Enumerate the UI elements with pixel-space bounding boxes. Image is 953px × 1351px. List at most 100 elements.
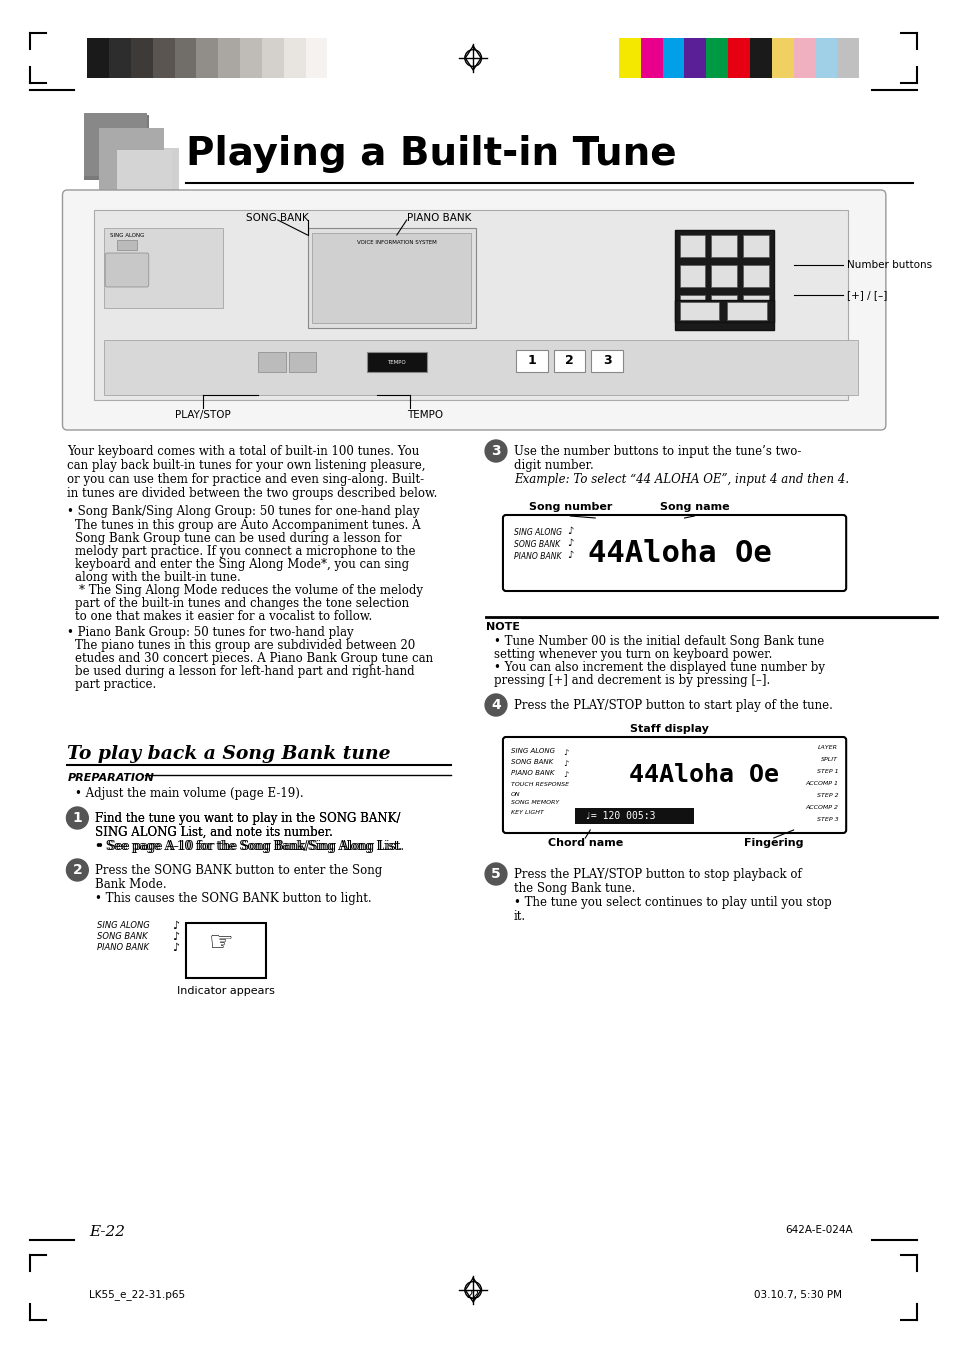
Text: STEP 1: STEP 1 xyxy=(816,769,838,774)
Text: 1: 1 xyxy=(72,811,82,825)
Text: Example: To select “44 ALOHA OE”, input 4 and then 4.: Example: To select “44 ALOHA OE”, input … xyxy=(514,473,848,486)
Text: Indicator appears: Indicator appears xyxy=(177,986,274,996)
Text: 3: 3 xyxy=(602,354,611,367)
Bar xyxy=(152,38,174,78)
Text: Press the SONG BANK button to enter the Song: Press the SONG BANK button to enter the … xyxy=(95,865,382,877)
Bar xyxy=(726,303,766,320)
Bar xyxy=(99,130,164,195)
Text: SING ALONG List, and note its number.: SING ALONG List, and note its number. xyxy=(95,825,333,839)
Text: 1: 1 xyxy=(527,354,536,367)
Bar xyxy=(94,209,847,400)
Bar xyxy=(705,38,727,78)
Text: LAYER: LAYER xyxy=(818,744,838,750)
Bar xyxy=(793,38,815,78)
Text: The tunes in this group are Auto Accompaniment tunes. A: The tunes in this group are Auto Accompa… xyxy=(75,519,420,532)
Bar xyxy=(742,295,768,317)
Text: PIANO BANK: PIANO BANK xyxy=(514,553,560,561)
Text: PIANO BANK: PIANO BANK xyxy=(97,943,149,952)
Bar xyxy=(257,353,285,372)
Bar xyxy=(327,38,349,78)
Text: Chord name: Chord name xyxy=(547,838,622,848)
Bar xyxy=(84,115,149,180)
Text: PREPARATION: PREPARATION xyxy=(68,773,154,784)
Text: ♪: ♪ xyxy=(563,748,568,757)
Bar xyxy=(114,149,178,213)
Text: • See page A-10 for the Song Bank/Sing Along List.: • See page A-10 for the Song Bank/Sing A… xyxy=(95,840,402,852)
Text: keyboard and enter the Sing Along Mode*, you can sing: keyboard and enter the Sing Along Mode*,… xyxy=(75,558,409,571)
Text: SONG BANK: SONG BANK xyxy=(511,759,553,765)
Text: [+] / [–]: [+] / [–] xyxy=(846,290,886,300)
Text: SONG MEMORY: SONG MEMORY xyxy=(511,800,558,805)
Text: • Song Bank/Sing Along Group: 50 tunes for one-hand play: • Song Bank/Sing Along Group: 50 tunes f… xyxy=(68,505,419,517)
Text: ♪: ♪ xyxy=(567,550,573,561)
Text: SING ALONG: SING ALONG xyxy=(97,921,150,929)
Text: it.: it. xyxy=(514,911,525,923)
Text: Song name: Song name xyxy=(659,503,728,512)
Text: SONG BANK: SONG BANK xyxy=(514,540,559,549)
Text: VOICE INFORMATION SYSTEM: VOICE INFORMATION SYSTEM xyxy=(356,240,436,245)
Bar xyxy=(742,235,768,257)
Circle shape xyxy=(67,807,89,830)
Text: TEMPO: TEMPO xyxy=(387,359,406,365)
Text: 3: 3 xyxy=(491,444,500,458)
Bar xyxy=(662,38,683,78)
Text: SONG BANK: SONG BANK xyxy=(97,932,148,942)
Text: SING ALONG: SING ALONG xyxy=(514,528,561,536)
Circle shape xyxy=(484,694,506,716)
Text: the Song Bank tune.: the Song Bank tune. xyxy=(514,882,635,894)
Bar xyxy=(104,340,857,394)
Text: LK55_e_22-31.p65: LK55_e_22-31.p65 xyxy=(90,1290,185,1301)
Text: setting whenever you turn on keyboard power.: setting whenever you turn on keyboard po… xyxy=(494,648,772,661)
Text: E-22: E-22 xyxy=(90,1225,125,1239)
Bar xyxy=(174,38,196,78)
Circle shape xyxy=(484,440,506,462)
Bar xyxy=(575,808,694,824)
Text: ACCOMP 1: ACCOMP 1 xyxy=(804,781,838,786)
Bar xyxy=(742,265,768,286)
FancyBboxPatch shape xyxy=(105,253,149,286)
FancyBboxPatch shape xyxy=(63,190,885,430)
Bar xyxy=(305,38,327,78)
Bar xyxy=(186,923,266,978)
Bar xyxy=(771,38,793,78)
Bar xyxy=(196,38,218,78)
Text: Your keyboard comes with a total of built-in 100 tunes. You: Your keyboard comes with a total of buil… xyxy=(68,444,419,458)
Text: Staff display: Staff display xyxy=(630,724,708,734)
Text: be used during a lesson for left-hand part and right-hand: be used during a lesson for left-hand pa… xyxy=(75,665,415,678)
Text: • The tune you select continues to play until you stop: • The tune you select continues to play … xyxy=(514,896,831,909)
Text: Song number: Song number xyxy=(528,503,612,512)
Text: ACCOMP 2: ACCOMP 2 xyxy=(804,805,838,811)
Text: SONG BANK: SONG BANK xyxy=(246,213,309,223)
Text: part of the built-in tunes and changes the tone selection: part of the built-in tunes and changes t… xyxy=(75,597,409,611)
Text: • This causes the SONG BANK button to light.: • This causes the SONG BANK button to li… xyxy=(95,892,372,905)
Text: * The Sing Along Mode reduces the volume of the melody: * The Sing Along Mode reduces the volume… xyxy=(79,584,423,597)
Bar xyxy=(711,265,737,286)
Text: ♪: ♪ xyxy=(172,921,178,931)
Text: Press the PLAY/STOP button to stop playback of: Press the PLAY/STOP button to stop playb… xyxy=(514,867,801,881)
Text: 5: 5 xyxy=(491,867,500,881)
Bar xyxy=(591,350,622,372)
Bar xyxy=(815,38,837,78)
FancyBboxPatch shape xyxy=(502,738,845,834)
Text: Use the number buttons to input the tune’s two-: Use the number buttons to input the tune… xyxy=(514,444,801,458)
Text: NOTE: NOTE xyxy=(486,621,519,632)
Bar xyxy=(218,38,240,78)
Text: ♩= 120 005:3: ♩= 120 005:3 xyxy=(585,811,655,821)
Text: melody part practice. If you connect a microphone to the: melody part practice. If you connect a m… xyxy=(75,544,416,558)
Text: Find the tune you want to play in the SONG BANK/: Find the tune you want to play in the SO… xyxy=(95,812,400,825)
Bar xyxy=(679,303,719,320)
Text: • Tune Number 00 is the initial default Song Bank tune: • Tune Number 00 is the initial default … xyxy=(494,635,823,648)
Text: • Piano Bank Group: 50 tunes for two-hand play: • Piano Bank Group: 50 tunes for two-han… xyxy=(68,626,354,639)
Text: etudes and 30 concert pieces. A Piano Bank Group tune can: etudes and 30 concert pieces. A Piano Ba… xyxy=(75,653,433,665)
Text: ON: ON xyxy=(511,792,519,797)
Text: 4: 4 xyxy=(491,698,500,712)
Text: in tunes are divided between the two groups described below.: in tunes are divided between the two gro… xyxy=(68,486,437,500)
Text: 642A-E-024A: 642A-E-024A xyxy=(784,1225,852,1235)
Text: TEMPO: TEMPO xyxy=(406,409,442,420)
Text: pressing [+] and decrement is by pressing [–].: pressing [+] and decrement is by pressin… xyxy=(494,674,769,688)
Bar xyxy=(84,113,147,176)
Text: 22: 22 xyxy=(466,1290,479,1300)
Text: or you can use them for practice and even sing-along. Built-: or you can use them for practice and eve… xyxy=(68,473,424,486)
Bar xyxy=(640,38,662,78)
Bar xyxy=(307,228,476,328)
